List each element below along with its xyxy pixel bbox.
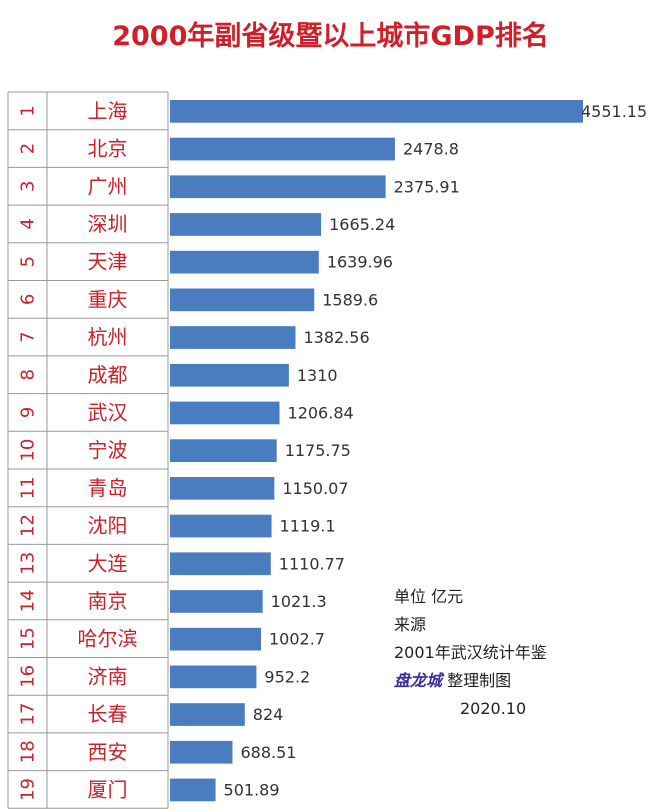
value-label: 952.2 — [264, 667, 310, 686]
city-label: 广州 — [88, 174, 128, 198]
maker-name: 盘龙城 — [394, 671, 443, 690]
value-label: 1310 — [297, 366, 338, 385]
bar — [170, 590, 263, 613]
value-label: 2375.91 — [394, 177, 460, 196]
value-label: 4551.15 — [581, 102, 647, 121]
rank-label: 3 — [18, 181, 39, 192]
value-label: 1175.75 — [285, 441, 351, 460]
rank-label: 13 — [18, 552, 39, 575]
bar — [170, 740, 233, 764]
rank-label: 2 — [18, 143, 39, 154]
city-label: 杭州 — [88, 325, 128, 349]
bar — [170, 627, 261, 651]
value-label: 1382.56 — [303, 328, 369, 347]
bar — [170, 514, 272, 538]
value-label: 1589.6 — [322, 290, 378, 309]
bar — [170, 778, 216, 802]
chart-title: 2000年副省级暨以上城市GDP排名 — [112, 21, 549, 52]
city-label: 重庆 — [88, 287, 128, 311]
rank-label: 6 — [18, 294, 39, 305]
value-label: 1119.1 — [280, 517, 336, 536]
bar — [170, 175, 386, 199]
city-label: 长春 — [88, 702, 128, 726]
bar — [170, 665, 257, 689]
city-label: 成都 — [88, 363, 128, 387]
value-label: 1639.96 — [327, 253, 393, 272]
value-label: 1021.3 — [271, 592, 327, 611]
rank-label: 11 — [18, 476, 39, 499]
city-label: 哈尔滨 — [78, 627, 138, 651]
source-note: 2001年武汉统计年鉴 — [394, 643, 547, 662]
city-label: 宁波 — [88, 438, 128, 462]
city-label: 武汉 — [88, 400, 128, 424]
rank-label: 1 — [18, 105, 39, 116]
city-label: 济南 — [88, 664, 128, 688]
value-label: 1150.07 — [282, 479, 348, 498]
rank-label: 15 — [18, 627, 39, 650]
rank-label: 7 — [18, 331, 39, 342]
value-label: 1110.77 — [279, 554, 345, 573]
city-label: 青岛 — [88, 476, 128, 500]
rank-label: 14 — [18, 589, 39, 612]
date-note: 2020.10 — [460, 699, 527, 718]
bar — [170, 213, 322, 236]
city-label: 南京 — [88, 589, 128, 613]
value-label: 2478.8 — [403, 140, 459, 159]
source-label: 来源 — [394, 615, 427, 634]
value-label: 1002.7 — [269, 630, 325, 649]
bar — [170, 439, 277, 462]
maker-line: 盘龙城 整理制图 — [394, 667, 547, 695]
rank-label: 12 — [18, 514, 39, 537]
bar — [170, 703, 245, 726]
bar — [170, 401, 280, 425]
rank-label: 19 — [18, 778, 39, 801]
rank-label: 18 — [18, 740, 39, 763]
city-label: 西安 — [88, 740, 128, 764]
bar — [170, 477, 275, 500]
value-label: 824 — [253, 705, 284, 724]
rank-label: 9 — [18, 407, 39, 418]
rank-label: 10 — [18, 439, 39, 462]
rank-label: 5 — [18, 256, 39, 267]
city-label: 深圳 — [88, 212, 128, 236]
city-label: 厦门 — [88, 777, 128, 801]
rank-label: 16 — [18, 665, 39, 688]
bar — [170, 250, 319, 274]
value-label: 1206.84 — [288, 403, 354, 422]
city-label: 沈阳 — [88, 514, 128, 538]
bar — [170, 288, 315, 312]
value-label: 1665.24 — [329, 215, 395, 234]
bar — [170, 363, 289, 387]
bar — [170, 100, 583, 123]
city-label: 天津 — [88, 250, 128, 274]
bar — [170, 552, 271, 576]
notes-block: 单位 亿元 来源 2001年武汉统计年鉴 盘龙城 整理制图 2020.10 — [394, 583, 547, 723]
rank-label: 4 — [18, 218, 39, 229]
unit-note: 单位 亿元 — [394, 587, 464, 606]
value-label: 501.89 — [224, 780, 280, 799]
value-label: 688.51 — [240, 743, 296, 762]
bar — [170, 326, 296, 349]
rank-label: 17 — [18, 703, 39, 726]
city-label: 上海 — [88, 99, 128, 123]
city-label: 大连 — [88, 551, 128, 575]
bar — [170, 137, 395, 161]
maker-suffix: 整理制图 — [442, 671, 512, 690]
rank-label: 8 — [18, 369, 39, 380]
city-label: 北京 — [88, 137, 128, 161]
